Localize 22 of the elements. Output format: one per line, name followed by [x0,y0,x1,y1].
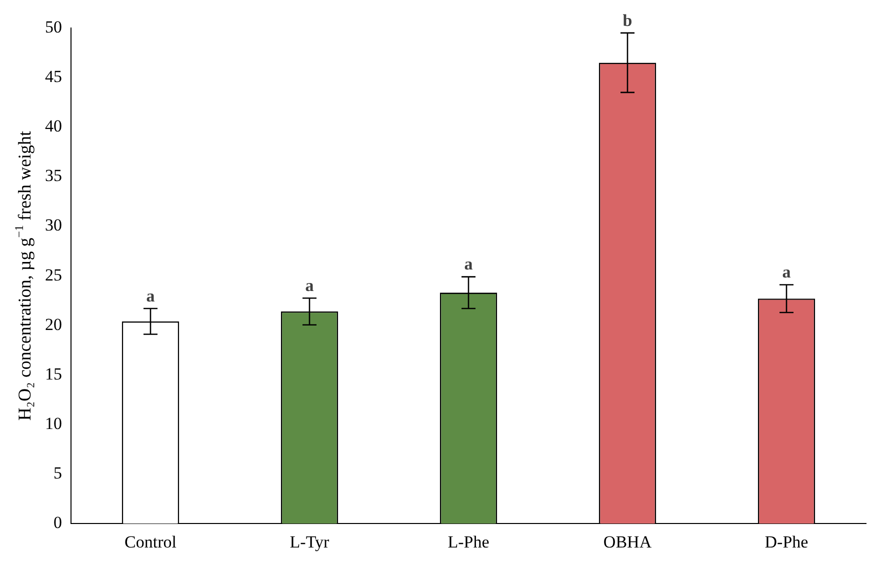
x-tick-label: L-Phe [448,532,490,552]
y-tick-label: 50 [45,17,62,36]
y-axis-title: H₂O₂ concentration, µg g−1 fresh weight [12,130,35,421]
annotation: a [146,286,156,306]
x-tick-label: L-Tyr [290,532,330,552]
y-tick-label: 45 [45,67,62,86]
y-tick-label: 10 [45,414,62,433]
annotation: a [464,254,474,274]
x-tick-label: OBHA [603,532,652,552]
x-tick-label: D-Phe [764,532,808,552]
annotation: a [305,276,314,295]
x-tick-label: Control [124,532,177,552]
y-tick-label: 5 [54,464,62,483]
annotation: b [622,10,632,30]
y-tick-label: 30 [45,216,62,235]
y-tick-label: 25 [45,265,62,284]
y-tick-label: 35 [45,166,62,186]
annotation: a [782,262,792,282]
y-tick-label: 0 [54,513,62,532]
y-tick-label: 40 [45,116,62,136]
y-tick-label: 20 [45,314,62,334]
y-tick-label: 15 [45,364,62,384]
